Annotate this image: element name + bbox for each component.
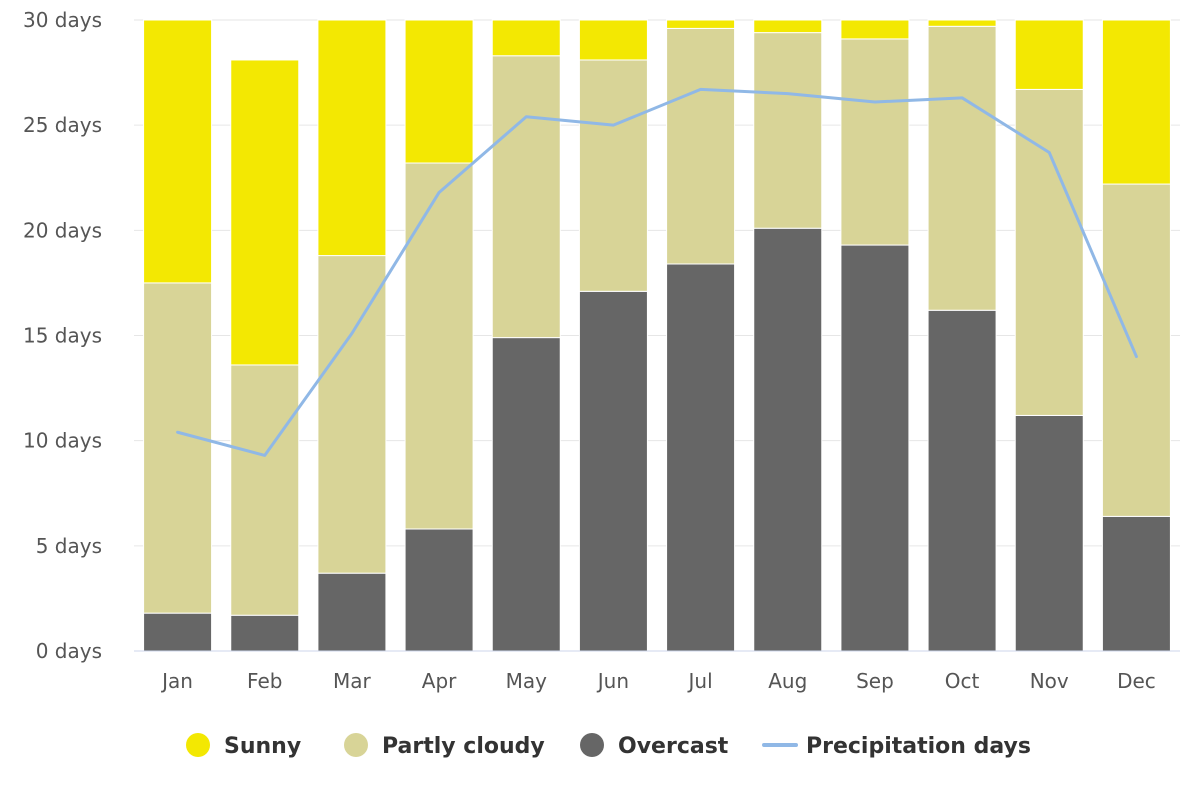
x-tick-label: May (506, 669, 548, 693)
bar-overcast (927, 309, 997, 652)
bar-sunny (143, 19, 213, 284)
bar-partly-cloudy (491, 55, 561, 339)
bar-sunny (753, 19, 823, 34)
bar-sunny (840, 19, 910, 40)
grid-lines (134, 19, 1180, 652)
bar-overcast (230, 614, 300, 652)
precipitation-line-layer (176, 87, 1138, 457)
y-tick-label: 25 days (23, 113, 102, 137)
bar-sunny (578, 19, 648, 61)
y-tick-label: 30 days (23, 8, 102, 32)
x-axis: Jan Feb Mar Apr May Jun Jul Aug Sep Oct Nov Dec (134, 650, 1180, 693)
legend-item-partly-cloudy: Partly cloudy (344, 733, 545, 759)
y-tick-label: 5 days (36, 534, 102, 558)
x-tick-label: Jan (160, 669, 193, 693)
bar-partly-cloudy (840, 38, 910, 246)
bar-overcast (578, 290, 648, 652)
legend-label: Sunny (224, 734, 301, 759)
x-tick-label: Apr (422, 669, 457, 693)
bar-partly-cloudy (230, 364, 300, 616)
bar-sunny (1101, 19, 1171, 185)
bar-partly-cloudy (927, 25, 997, 311)
bars (143, 19, 1171, 652)
x-tick-label: Mar (333, 669, 372, 693)
bar-partly-cloudy (404, 162, 474, 530)
legend: Sunny Partly cloudy Overcast Precipitation … (186, 733, 1031, 759)
bar-overcast (404, 528, 474, 652)
bar-sunny (491, 19, 561, 57)
bar-overcast (1101, 515, 1171, 652)
x-tick-label: Jul (687, 669, 713, 693)
x-tick-label: Oct (945, 669, 980, 693)
bar-partly-cloudy (578, 59, 648, 292)
bar-overcast (1014, 414, 1084, 652)
x-tick-label: Aug (768, 669, 807, 693)
legend-item-precipitation-days: Precipitation days (762, 734, 1031, 759)
y-axis-ticks: 0 days 5 days 10 days 15 days 20 days 25 days… (23, 8, 102, 663)
bar-partly-cloudy (143, 282, 213, 614)
legend-item-sunny: Sunny (186, 733, 301, 759)
bar-partly-cloudy (1014, 88, 1084, 416)
bar-sunny (927, 19, 997, 27)
x-tick-label: Sep (856, 669, 894, 693)
bar-partly-cloudy (753, 32, 823, 229)
bar-partly-cloudy (1101, 183, 1171, 517)
legend-circle-swatch (186, 733, 210, 757)
bar-overcast (666, 263, 736, 652)
bar-overcast (317, 572, 387, 652)
precipitation-line (176, 87, 1138, 457)
legend-label: Precipitation days (806, 734, 1031, 759)
x-tick-label: Dec (1117, 669, 1156, 693)
legend-item-overcast: Overcast (580, 733, 729, 759)
bar-sunny (666, 19, 736, 29)
y-tick-label: 20 days (23, 218, 102, 242)
legend-label: Partly cloudy (382, 734, 545, 759)
x-tick-label: Feb (247, 669, 282, 693)
bar-sunny (1014, 19, 1084, 90)
bar-partly-cloudy (317, 255, 387, 574)
bar-overcast (840, 244, 910, 652)
y-tick-label: 10 days (23, 429, 102, 453)
bar-overcast (753, 227, 823, 652)
bar-overcast (143, 612, 213, 652)
bar-sunny (317, 19, 387, 257)
bar-sunny (404, 19, 474, 164)
legend-circle-swatch (344, 733, 368, 757)
bar-sunny (230, 59, 300, 366)
x-tick-label: Jun (596, 669, 629, 693)
y-tick-label: 0 days (36, 639, 102, 663)
legend-label: Overcast (618, 734, 729, 759)
bar-overcast (491, 337, 561, 652)
x-tick-label: Nov (1030, 669, 1069, 693)
bar-partly-cloudy (666, 27, 736, 265)
legend-circle-swatch (580, 733, 604, 757)
y-tick-label: 15 days (23, 324, 102, 348)
